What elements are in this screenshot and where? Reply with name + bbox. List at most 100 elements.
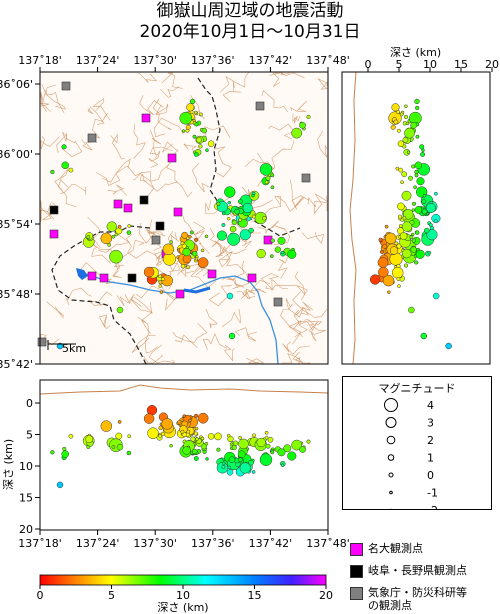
epicenter bbox=[269, 254, 274, 258]
epicenter bbox=[270, 185, 275, 190]
hypocenter-side bbox=[400, 180, 404, 185]
station-marker bbox=[61, 81, 71, 91]
hypocenter-bottom bbox=[68, 433, 74, 439]
side-panel-depth-ticks: 0 5 10 15 20 bbox=[365, 58, 499, 72]
hypocenter-side bbox=[410, 121, 418, 129]
legend-jma-nied-station: 気象庁・防災科研等 の観測点 bbox=[350, 586, 467, 612]
hypocenter-side bbox=[384, 232, 397, 245]
station-marker bbox=[273, 297, 283, 307]
epicenter bbox=[179, 111, 193, 125]
epicenter bbox=[216, 201, 221, 206]
station-marker bbox=[139, 195, 149, 205]
hypocenter-bottom bbox=[251, 470, 256, 474]
lon-tick-label: 137˚24' bbox=[76, 54, 120, 67]
hypocenter-side bbox=[399, 232, 408, 240]
hypocenter-side bbox=[382, 243, 388, 249]
hypocenter-bottom bbox=[237, 457, 243, 463]
epicenter bbox=[158, 274, 162, 279]
hypocenter-bottom bbox=[214, 432, 222, 441]
hypocenter-side bbox=[396, 277, 401, 282]
hypocenter-side bbox=[398, 224, 403, 228]
hypocenter-bottom bbox=[143, 413, 155, 424]
station-marker bbox=[127, 273, 137, 283]
epicenter bbox=[61, 144, 67, 150]
magnitude-symbol bbox=[384, 398, 398, 412]
hypocenter-bottom bbox=[226, 433, 231, 438]
hypocenter-bottom bbox=[126, 450, 132, 456]
hypocenter-side bbox=[384, 224, 389, 229]
hypocenter-side bbox=[404, 104, 408, 109]
topography-profile-side bbox=[349, 71, 357, 365]
hypocenter-side bbox=[377, 257, 389, 268]
epicenter bbox=[111, 234, 116, 239]
bottom-depth-tick-label: 5 bbox=[26, 429, 33, 442]
epicenter bbox=[189, 230, 194, 235]
hypocenter-side bbox=[415, 249, 425, 259]
hypocenter-side bbox=[425, 202, 436, 214]
magnitude-symbol bbox=[385, 417, 397, 428]
hypocenter-side bbox=[445, 342, 452, 350]
hypocenter-bottom bbox=[56, 481, 64, 489]
hypocenter-bottom bbox=[221, 464, 226, 469]
hypocenter-side bbox=[426, 229, 438, 241]
bottom-panel-hypocenters bbox=[50, 405, 311, 489]
magnitude-label: 1 bbox=[427, 452, 434, 465]
bottom-lon-tick-label: 137˚42' bbox=[249, 537, 293, 550]
epicenter bbox=[200, 248, 205, 253]
lat-tick-label: 35˚54' bbox=[0, 218, 33, 231]
hypocenter-side bbox=[421, 208, 428, 215]
hypocenter-side bbox=[420, 151, 426, 157]
map-epicenters bbox=[50, 98, 311, 350]
lon-tick-label: 137˚42' bbox=[249, 54, 293, 67]
hypocenter-bottom bbox=[85, 435, 94, 444]
hypocenter-side bbox=[398, 167, 404, 173]
epicenter bbox=[228, 332, 236, 340]
hypocenter-side bbox=[413, 185, 417, 190]
hypocenter-side bbox=[391, 103, 400, 112]
magnitude-label: 3 bbox=[427, 417, 434, 430]
figure-title-line2: 2020年10月1日～10月31日 bbox=[139, 22, 361, 42]
legend-label-line2: の観測点 bbox=[368, 599, 412, 612]
bottom-depth-tick-label: 0 bbox=[26, 397, 33, 410]
hypocenter-bottom bbox=[202, 449, 207, 454]
hypocenter-bottom bbox=[216, 447, 221, 452]
hypocenter-bottom bbox=[115, 432, 123, 440]
epicenter bbox=[188, 235, 192, 239]
hypocenter-bottom bbox=[61, 450, 69, 458]
side-panel-hypocenters bbox=[369, 98, 452, 350]
bottom-lon-tick-label: 137˚48' bbox=[306, 537, 350, 550]
hypocenter-side bbox=[397, 140, 405, 147]
magenta-square-icon bbox=[350, 543, 363, 556]
hypocenter-bottom bbox=[227, 435, 234, 443]
black-square-icon bbox=[350, 565, 363, 578]
hypocenter-side bbox=[414, 98, 420, 105]
epicenter bbox=[181, 129, 186, 133]
hypocenter-side bbox=[369, 274, 381, 285]
bottom-lon-tick-label: 137˚36' bbox=[191, 537, 235, 550]
hypocenter-bottom bbox=[194, 426, 199, 431]
hypocenter-side bbox=[379, 249, 385, 254]
epicenter bbox=[116, 306, 124, 314]
side-depth-tick-label: 10 bbox=[423, 58, 437, 71]
station-marker bbox=[123, 203, 133, 213]
hypocenter-bottom bbox=[161, 418, 173, 430]
magnitude-label: -2 bbox=[427, 504, 438, 509]
epicenter bbox=[126, 230, 132, 235]
epicenter bbox=[159, 290, 164, 294]
hypocenter-bottom bbox=[194, 413, 199, 418]
hypocenter-side bbox=[415, 134, 420, 139]
hypocenter-bottom bbox=[237, 450, 246, 459]
epicenter bbox=[248, 227, 254, 234]
epicenter bbox=[207, 140, 215, 147]
lat-tick-label: 35˚42' bbox=[0, 358, 33, 371]
map-longitude-ticks: 137˚18' 137˚24' 137˚30' 137˚36' 137˚42' 137˚4… bbox=[18, 54, 350, 72]
hypocenter-side bbox=[389, 246, 399, 255]
epicenter bbox=[205, 148, 209, 152]
epicenter bbox=[68, 167, 74, 173]
hypocenter-bottom bbox=[190, 436, 196, 442]
legend-label: 気象庁・防災科研等 bbox=[368, 586, 467, 599]
hypocenter-side bbox=[414, 260, 419, 265]
hypocenter-bottom bbox=[231, 445, 237, 451]
hypocenter-side bbox=[421, 199, 427, 204]
